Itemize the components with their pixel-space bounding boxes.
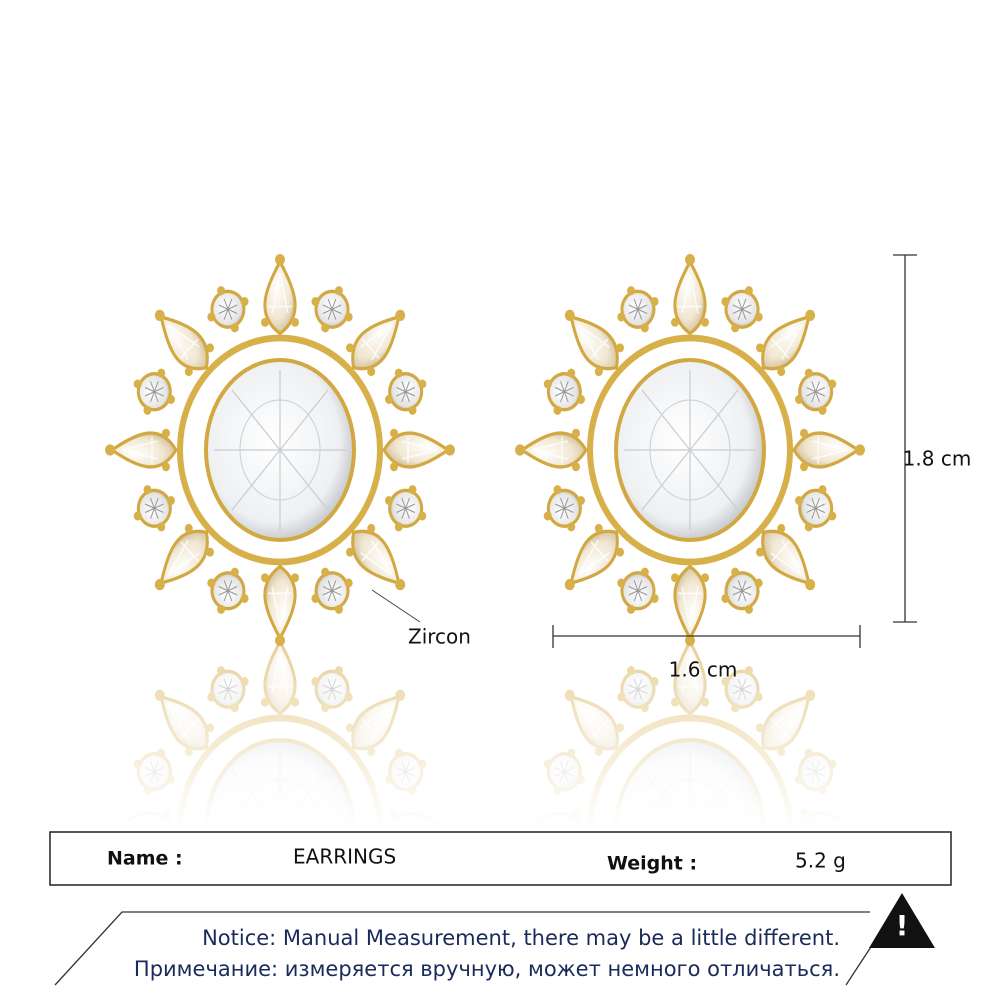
info-box [49, 831, 952, 886]
material-label: Zircon [408, 625, 471, 649]
right-earring [515, 254, 865, 646]
weight-label: Weight : [607, 853, 697, 875]
left-earring [105, 254, 455, 646]
warning-icon [869, 893, 935, 948]
width-label: 1.6 cm [669, 658, 738, 682]
warning-mark: ! [896, 909, 909, 942]
notice-ru: Примечание: измеряется вручную, может не… [134, 957, 840, 981]
height-dimension [893, 254, 917, 623]
weight-value: 5.2 g [795, 849, 846, 873]
leader-line [371, 589, 421, 623]
name-value: EARRINGS [293, 845, 396, 869]
name-label: Name : [107, 848, 183, 870]
notice-en: Notice: Manual Measurement, there may be… [202, 926, 840, 950]
width-dimension [552, 625, 861, 648]
notice-frame-top [54, 911, 870, 986]
height-label: 1.8 cm [903, 447, 972, 471]
